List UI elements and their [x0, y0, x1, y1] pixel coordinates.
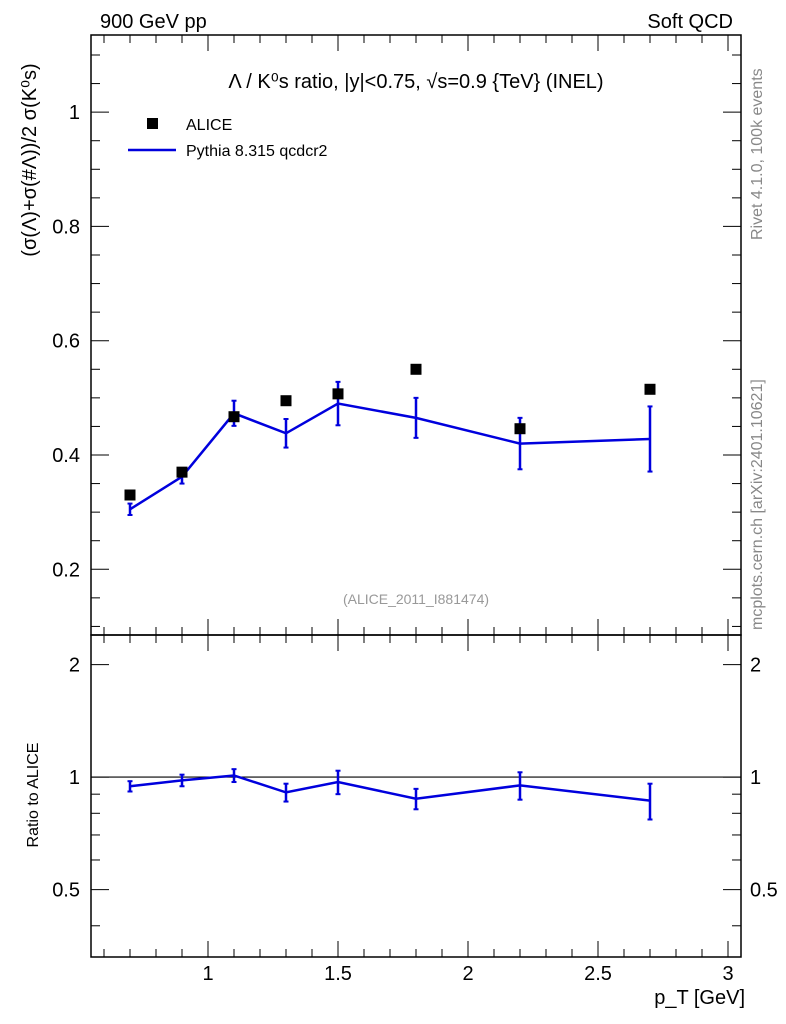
mc-line — [129, 402, 651, 511]
watermark: (ALICE_2011_I881474) — [343, 591, 489, 607]
x-tick-label: 1.5 — [324, 963, 352, 985]
data-point — [280, 395, 292, 407]
ratio-line — [129, 774, 651, 802]
legend-mc-label: Pythia 8.315 qcdcr2 — [186, 143, 328, 160]
legend-data-label: ALICE — [186, 117, 232, 134]
y-tick-label-ratio-right: 2 — [750, 655, 761, 677]
y-tick-label-main: 0.4 — [52, 445, 80, 467]
main-ylabel: (σ(Λ)+σ(#Λ))/2 σ(K⁰s) — [19, 63, 41, 256]
y-tick-label-ratio-right: 0.5 — [750, 880, 778, 902]
y-tick-label-ratio-right: 1 — [750, 767, 761, 789]
data-point — [644, 383, 656, 395]
data-point — [228, 411, 240, 423]
x-tick-label: 3 — [722, 963, 733, 985]
data-point — [124, 489, 136, 501]
x-tick-label: 2 — [462, 963, 473, 985]
data-point — [514, 423, 526, 435]
x-axis-label: p_T [GeV] — [654, 987, 745, 1009]
y-tick-label-main: 0.2 — [52, 559, 80, 581]
header-left: 900 GeV pp — [100, 11, 207, 33]
legend: ALICE Pythia 8.315 qcdcr2 — [128, 117, 328, 160]
y-tick-label-ratio: 1 — [69, 767, 80, 789]
x-tick-label: 1 — [202, 963, 213, 985]
x-tick-label: 2.5 — [584, 963, 612, 985]
data-point — [332, 388, 344, 400]
data-point — [410, 363, 422, 375]
y-tick-label-main: 1 — [69, 102, 80, 124]
y-tick-label-main: 0.6 — [52, 331, 80, 353]
side-source: mcplots.cern.ch [arXiv:2401.10621] — [749, 379, 766, 630]
ratio-ylabel: Ratio to ALICE — [25, 743, 42, 848]
y-tick-label-main: 0.8 — [52, 216, 80, 238]
side-rivet: Rivet 4.1.0, 100k events — [749, 68, 766, 240]
legend-data-marker — [147, 118, 158, 129]
data-point — [176, 466, 188, 478]
y-tick-label-ratio: 2 — [69, 655, 80, 677]
header-right: Soft QCD — [647, 11, 733, 33]
main-title: Λ / K⁰s ratio, |y|<0.75, √s=0.9 {TeV} (I… — [228, 71, 603, 93]
y-tick-label-ratio: 0.5 — [52, 880, 80, 902]
